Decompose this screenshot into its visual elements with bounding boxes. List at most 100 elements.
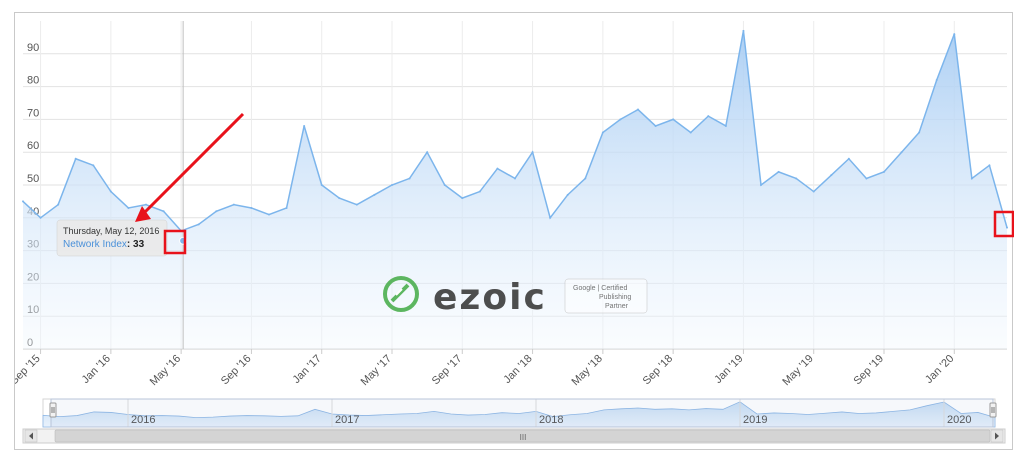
data-point [109, 190, 112, 193]
data-point [707, 115, 710, 118]
y-tick-label: 90 [27, 42, 39, 54]
navigator-selection[interactable] [50, 398, 994, 428]
certified-partner-badge: Google | Certified Publishing Partner [564, 278, 648, 314]
data-point [531, 151, 534, 154]
data-point [988, 164, 991, 167]
data-point [250, 206, 253, 209]
data-point [742, 29, 745, 32]
data-point [584, 177, 587, 180]
data-point [355, 203, 358, 206]
badge-line-1: Google | Certified [573, 285, 627, 292]
data-point [443, 184, 446, 186]
red-arrow-shaft [143, 112, 245, 214]
x-tick-label: May '19 [780, 353, 815, 388]
navigator-year-labels: 2016 2017 2018 2019 2020 [127, 399, 971, 427]
data-point [285, 206, 288, 209]
data-point [795, 177, 798, 180]
data-point [549, 216, 552, 219]
data-point [514, 177, 516, 180]
data-point [619, 118, 622, 121]
data-point [391, 184, 393, 186]
data-point [601, 131, 604, 134]
data-point [689, 131, 692, 134]
tooltip: Thursday, May 12, 2016 Network Index: 33 [56, 219, 168, 257]
y-tick-label: 60 [27, 140, 39, 152]
data-point [496, 167, 499, 170]
data-point [232, 203, 235, 206]
x-tick-label: Jan '17 [291, 353, 324, 386]
data-point [92, 164, 95, 167]
scrollbar-grip-icon: III [520, 433, 527, 442]
tooltip-value-line: Network Index: 33 [63, 239, 145, 250]
data-point [268, 213, 270, 216]
data-point [654, 124, 657, 127]
badge-line-3: Partner [605, 303, 629, 310]
data-point [127, 206, 130, 209]
x-tick-label: Sep '17 [430, 353, 465, 388]
navigator-left-handle[interactable] [49, 402, 57, 418]
series-area-fill [23, 30, 1007, 350]
x-tick-label: Jan '20 [923, 353, 956, 386]
data-point [408, 177, 411, 180]
x-tick-label: Sep '16 [219, 353, 254, 388]
navigator-year-label: 2019 [743, 414, 767, 426]
badge-line-2: Publishing [599, 294, 631, 301]
data-point [320, 184, 323, 186]
data-point [970, 177, 973, 180]
scrollbar-thumb[interactable] [54, 429, 991, 443]
ezoic-watermark: ezoic Google | Certified Publishing Part… [383, 276, 648, 318]
data-point [22, 200, 24, 203]
scroll-left-arrow-icon [29, 432, 33, 440]
data-point [637, 108, 639, 111]
data-point [145, 203, 147, 206]
x-tick-label: May '18 [569, 353, 604, 388]
x-tick-label: Sep '19 [851, 353, 886, 388]
data-point [812, 190, 815, 193]
data-point [935, 79, 938, 82]
x-tick-label: Sep '18 [641, 353, 676, 388]
data-point [918, 131, 921, 134]
data-point [566, 193, 569, 196]
data-point [197, 223, 200, 226]
tooltip-value: 33 [133, 239, 145, 250]
data-point [847, 157, 850, 160]
navigator-year-label: 2017 [335, 414, 359, 426]
data-point [883, 170, 885, 173]
navigator-right-handle[interactable] [989, 402, 997, 418]
navigator-year-label: 2020 [947, 414, 971, 426]
data-point [215, 210, 218, 213]
red-annotations [135, 112, 1014, 255]
x-tick-label: Jan '18 [501, 353, 534, 386]
x-tick-label: Jan '16 [80, 353, 113, 386]
red-box-left-point [163, 229, 187, 255]
data-point [303, 124, 306, 127]
series-area [22, 29, 1008, 350]
data-point [426, 151, 429, 154]
navigator-series-area [42, 401, 996, 428]
data-point [57, 203, 60, 206]
navigator[interactable]: 2016 2017 2018 2019 2020 [42, 398, 997, 428]
data-point [39, 216, 42, 219]
red-arrow-head [135, 206, 151, 222]
scrollbar[interactable]: III [22, 428, 1006, 444]
data-point [672, 118, 675, 121]
navigator-year-label: 2016 [131, 414, 155, 426]
y-tick-label: 50 [27, 173, 39, 185]
red-box-right-end [993, 210, 1014, 238]
x-tick-label: Sep '15 [15, 353, 43, 388]
scroll-right-arrow-icon [995, 432, 999, 440]
data-point [830, 174, 833, 177]
data-point [338, 197, 341, 200]
data-point [74, 157, 77, 160]
data-point [724, 124, 727, 127]
ezoic-wordmark: ezoic [433, 277, 547, 318]
x-tick-label: May '16 [148, 353, 183, 388]
y-tick-label: 70 [27, 107, 39, 119]
x-tick-label: May '17 [359, 353, 394, 388]
data-point [777, 170, 780, 173]
tooltip-date: Thursday, May 12, 2016 [63, 226, 159, 236]
data-point [373, 193, 376, 196]
data-point [760, 184, 762, 186]
navigator-year-label: 2018 [539, 414, 563, 426]
